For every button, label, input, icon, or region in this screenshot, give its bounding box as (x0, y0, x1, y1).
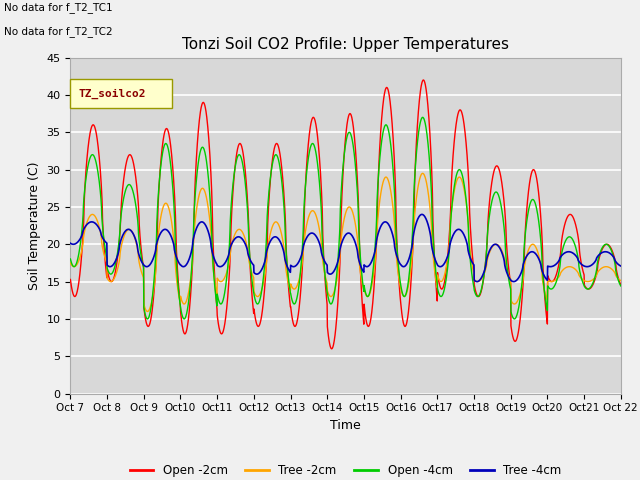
X-axis label: Time: Time (330, 419, 361, 432)
FancyBboxPatch shape (70, 80, 172, 108)
Text: TZ_soilco2: TZ_soilco2 (79, 88, 146, 99)
Text: No data for f_T2_TC1: No data for f_T2_TC1 (4, 2, 113, 13)
Title: Tonzi Soil CO2 Profile: Upper Temperatures: Tonzi Soil CO2 Profile: Upper Temperatur… (182, 37, 509, 52)
Legend: Open -2cm, Tree -2cm, Open -4cm, Tree -4cm: Open -2cm, Tree -2cm, Open -4cm, Tree -4… (125, 459, 566, 480)
Text: No data for f_T2_TC2: No data for f_T2_TC2 (4, 26, 113, 37)
Y-axis label: Soil Temperature (C): Soil Temperature (C) (28, 161, 41, 290)
